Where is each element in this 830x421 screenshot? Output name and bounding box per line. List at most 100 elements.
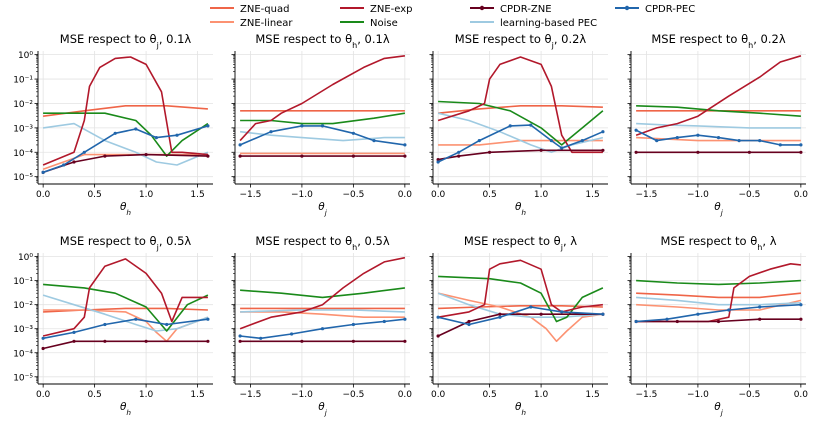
x-tick-label: −1.5	[240, 390, 262, 400]
panel-3: MSE respect to θj, 0.2λ 0.0 0.5 1.0 1.5 θh	[429, 32, 608, 217]
series-line	[42, 318, 209, 340]
data-point	[62, 163, 66, 167]
data-point	[549, 139, 554, 143]
y-tick-label: 10⁻³	[13, 124, 33, 134]
legend-label: CPDR-ZNE	[500, 4, 552, 15]
legend-label: learning-based PEC	[500, 18, 597, 29]
x-tick-label: 0.0	[794, 390, 809, 400]
legend-marker	[479, 5, 485, 11]
data-point	[580, 139, 584, 143]
series-learning-based-pec	[437, 292, 603, 319]
series-line	[636, 292, 801, 299]
series-line	[239, 256, 406, 330]
series-cpdr-zne	[238, 339, 407, 343]
series-line	[437, 56, 603, 154]
data-point	[799, 317, 803, 321]
x-tick-label: 1.5	[190, 390, 204, 400]
data-point	[634, 150, 638, 154]
series-line	[636, 296, 801, 306]
data-point	[529, 305, 533, 309]
data-point	[238, 339, 242, 343]
series-zne-quad	[438, 105, 603, 114]
series-line	[240, 309, 405, 313]
series-line	[43, 283, 209, 332]
x-tick-label: 0.0	[431, 390, 446, 400]
grid	[235, 51, 410, 184]
data-point	[737, 139, 741, 143]
series-line	[437, 259, 603, 318]
series-zne-exp	[636, 262, 801, 323]
data-point	[634, 319, 638, 324]
data-point	[206, 339, 210, 343]
data-point	[799, 150, 803, 154]
series-line	[437, 292, 604, 343]
data-point	[175, 133, 179, 137]
series-cpdr-pec	[436, 305, 605, 327]
data-point	[488, 150, 492, 154]
x-tick-label: 0.5	[482, 190, 496, 200]
data-point	[634, 128, 638, 132]
series-line	[42, 56, 208, 166]
series-line	[240, 130, 405, 142]
series-zne-linear	[240, 311, 405, 319]
x-tick-label: 0.0	[794, 190, 809, 200]
y-tick-label: 10⁻¹	[13, 76, 33, 86]
x-tick-label: −1.0	[687, 390, 709, 400]
series-learning-based-pec	[437, 112, 604, 154]
x-tick-label: 0.0	[431, 190, 446, 200]
x-tick-label: −0.5	[738, 190, 760, 200]
legend-item-noise: Noise	[340, 18, 398, 29]
x-tick-label: −1.0	[687, 190, 709, 200]
series-line	[239, 125, 406, 146]
data-point	[320, 327, 325, 331]
data-point	[238, 154, 242, 158]
data-point	[539, 148, 543, 152]
panel-title: MSE respect to θh, 0.2λ	[651, 32, 786, 50]
series-learning-based-pec	[636, 296, 801, 306]
x-tick-label: −0.5	[342, 390, 364, 400]
x-axis-label: θh	[120, 201, 131, 217]
data-point	[351, 322, 355, 327]
data-point	[539, 312, 543, 316]
panel-title: MSE respect to θh, λ	[660, 234, 776, 252]
y-tick-label: 10⁻⁴	[13, 349, 33, 359]
data-point	[320, 124, 325, 128]
data-point	[351, 131, 355, 135]
series-cpdr-pec	[634, 303, 803, 324]
grid	[38, 51, 213, 184]
data-point	[436, 315, 440, 319]
data-point	[601, 312, 605, 316]
data-point	[436, 158, 440, 162]
x-axis-label: θh	[120, 401, 131, 417]
data-point	[477, 139, 481, 143]
series-line	[240, 287, 406, 299]
series-line	[438, 105, 603, 114]
x-tick-label: 0.0	[36, 390, 51, 400]
series-line	[437, 306, 603, 326]
series-zne-quad	[42, 105, 208, 117]
data-point	[82, 150, 86, 154]
series-noise	[240, 112, 406, 125]
series-learning-based-pec	[42, 294, 209, 332]
data-point	[351, 154, 355, 158]
grid	[38, 253, 213, 384]
x-axis-label: θj	[318, 201, 327, 217]
data-point	[716, 136, 721, 140]
panel-title: MSE respect to θh, 0.5λ	[255, 234, 390, 252]
data-point	[154, 136, 158, 140]
grid	[433, 253, 608, 384]
x-tick-label: −0.5	[342, 190, 364, 200]
data-point	[300, 124, 304, 128]
data-point	[403, 317, 407, 321]
series-noise	[438, 100, 604, 146]
x-tick-label: 0.0	[398, 390, 413, 400]
panel-6: MSE respect to θh, 0.5λ −1.5 −1.0 −0.5 0.0 θj	[231, 234, 413, 417]
grid	[631, 51, 806, 184]
legend-item-learning-based-pec: learning-based PEC	[470, 18, 597, 29]
data-point	[758, 317, 762, 321]
data-point	[206, 124, 210, 128]
data-point	[103, 322, 107, 327]
data-point	[601, 148, 605, 152]
